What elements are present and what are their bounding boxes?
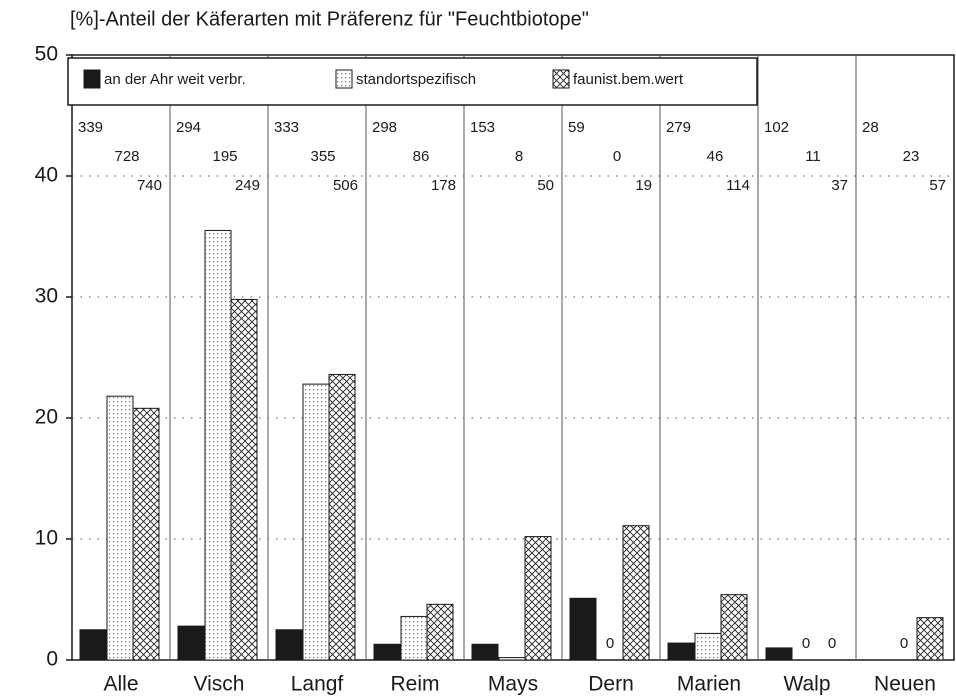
legend-swatch <box>335 69 353 89</box>
count-label: 37 <box>831 177 848 194</box>
bar <box>471 643 499 661</box>
count-label: 86 <box>413 148 430 165</box>
data-label: 0 <box>828 635 836 652</box>
count-label: 355 <box>310 148 335 165</box>
legend-box <box>67 57 758 106</box>
bar <box>720 594 748 661</box>
x-tick-label: Langf <box>291 673 344 696</box>
bar <box>498 657 526 661</box>
legend-label: an der Ahr weit verbr. <box>104 71 246 88</box>
data-label: 0 <box>606 635 614 652</box>
bar <box>622 525 650 661</box>
y-tick-label: 40 <box>35 164 58 187</box>
bar <box>373 643 401 661</box>
chart-title: [%]-Anteil der Käferarten mit Präferenz … <box>70 8 589 30</box>
y-tick-label: 0 <box>46 648 58 671</box>
count-label: 23 <box>903 148 920 165</box>
bar <box>177 625 205 661</box>
count-label: 279 <box>666 119 691 136</box>
count-label: 46 <box>707 148 724 165</box>
x-tick-label: Visch <box>194 673 245 696</box>
data-label: 0 <box>802 635 810 652</box>
count-label: 249 <box>235 177 260 194</box>
bar <box>302 383 330 661</box>
legend-swatch <box>83 69 101 89</box>
bar <box>132 407 160 661</box>
count-label: 195 <box>212 148 237 165</box>
count-label: 102 <box>764 119 789 136</box>
bar <box>694 632 722 661</box>
count-label: 178 <box>431 177 456 194</box>
bar <box>230 298 258 661</box>
count-label: 11 <box>805 148 821 165</box>
x-tick-label: Neuen <box>874 673 936 696</box>
count-label: 28 <box>862 119 879 136</box>
x-tick-label: Marien <box>677 673 741 696</box>
data-label: 0 <box>900 635 908 652</box>
count-label: 153 <box>470 119 495 136</box>
x-tick-label: Dern <box>588 673 634 696</box>
bar <box>916 617 944 661</box>
legend-label: faunist.bem.wert <box>573 71 684 88</box>
bar <box>275 629 303 661</box>
count-label: 728 <box>114 148 139 165</box>
count-label: 740 <box>137 177 162 194</box>
bar <box>569 597 597 661</box>
x-tick-label: Mays <box>488 673 538 696</box>
count-label: 339 <box>78 119 103 136</box>
count-label: 50 <box>537 177 554 194</box>
count-label: 19 <box>635 177 652 194</box>
bar <box>400 615 428 661</box>
count-label: 59 <box>568 119 585 136</box>
bar <box>667 642 695 661</box>
x-tick-label: Alle <box>103 673 138 696</box>
count-label: 506 <box>333 177 358 194</box>
bar <box>765 647 793 661</box>
y-tick-label: 10 <box>35 527 58 550</box>
count-label: 298 <box>372 119 397 136</box>
bar <box>524 536 552 661</box>
count-label: 57 <box>929 177 946 194</box>
plot-frame <box>71 54 955 661</box>
bar <box>328 373 356 661</box>
bar <box>79 629 107 661</box>
legend-label: standortspezifisch <box>356 71 476 88</box>
x-tick-label: Walp <box>783 673 830 696</box>
y-tick-label: 20 <box>35 406 58 429</box>
legend-swatch <box>552 69 570 89</box>
bar <box>106 395 134 661</box>
count-label: 294 <box>176 119 201 136</box>
count-label: 114 <box>726 177 750 194</box>
y-tick-label: 50 <box>35 43 58 66</box>
bar <box>426 603 454 661</box>
y-tick-label: 30 <box>35 285 58 308</box>
bar <box>204 229 232 661</box>
count-label: 333 <box>274 119 299 136</box>
count-label: 0 <box>613 148 621 165</box>
count-label: 8 <box>515 148 523 165</box>
x-tick-label: Reim <box>390 673 439 696</box>
